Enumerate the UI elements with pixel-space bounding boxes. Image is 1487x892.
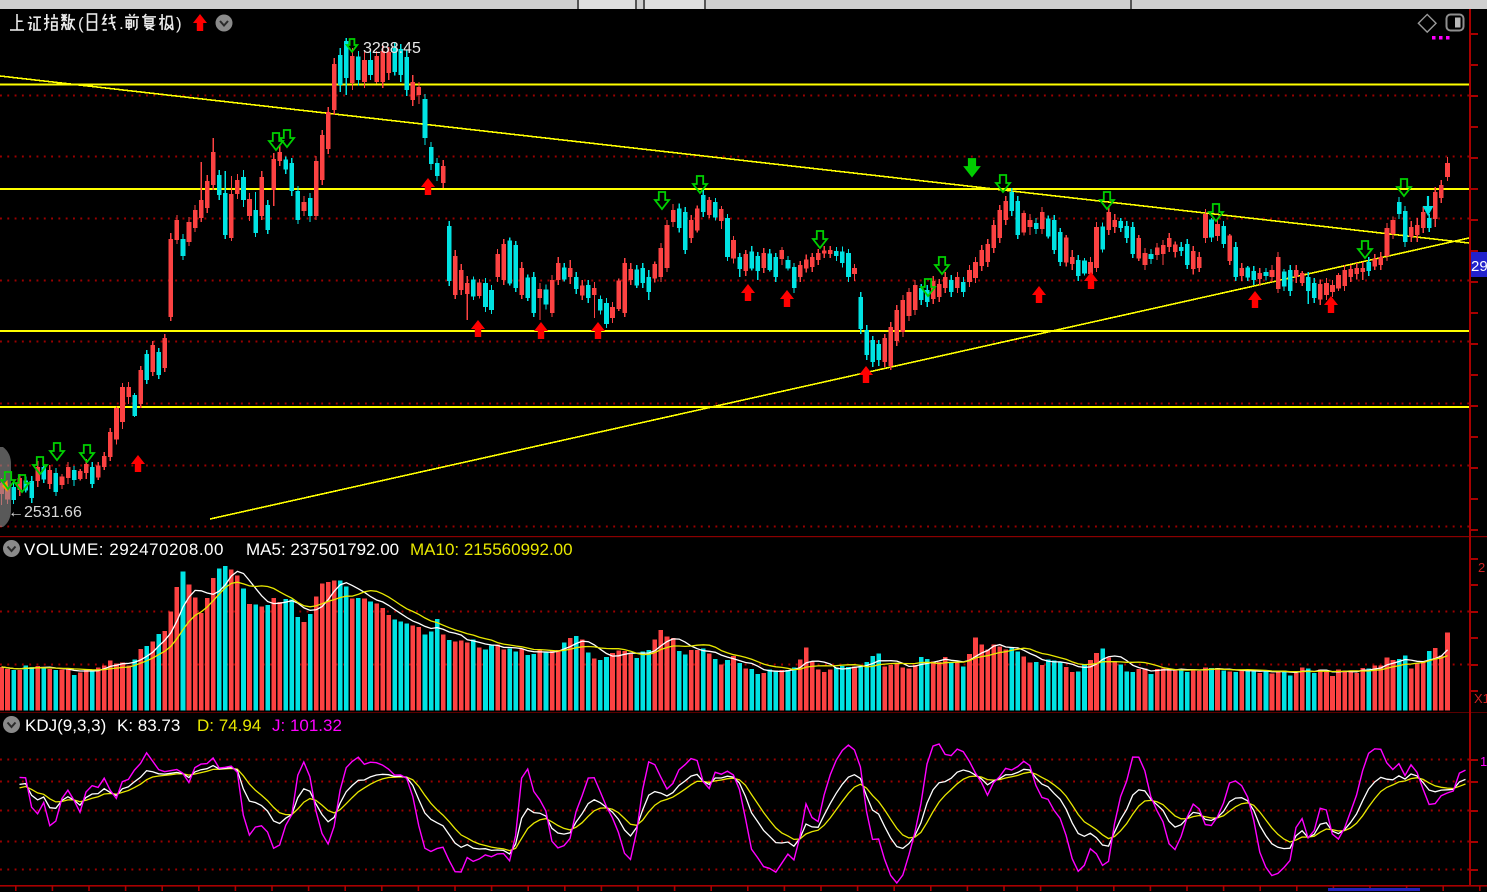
svg-text:2: 2 — [1478, 560, 1485, 575]
svg-text:): ) — [176, 14, 182, 33]
svg-text:.: . — [119, 14, 124, 33]
svg-text:3288.45: 3288.45 — [363, 40, 421, 57]
svg-text:KDJ(9,3,3): KDJ(9,3,3) — [25, 716, 106, 735]
svg-text:1: 1 — [1480, 754, 1487, 769]
svg-text:D: 74.94: D: 74.94 — [197, 716, 261, 735]
svg-text:29: 29 — [1471, 258, 1487, 275]
svg-text:MA10: 215560992.00: MA10: 215560992.00 — [410, 540, 573, 559]
svg-text:MA5: 237501792.00: MA5: 237501792.00 — [246, 540, 399, 559]
svg-text:J: 101.32: J: 101.32 — [272, 716, 342, 735]
svg-text:VOLUME: 292470208.00: VOLUME: 292470208.00 — [24, 540, 224, 559]
svg-text:K: 83.73: K: 83.73 — [117, 716, 180, 735]
svg-text:X1: X1 — [1474, 691, 1487, 706]
svg-text:(: ( — [78, 14, 84, 33]
svg-text:←2531.66: ←2531.66 — [8, 504, 82, 521]
